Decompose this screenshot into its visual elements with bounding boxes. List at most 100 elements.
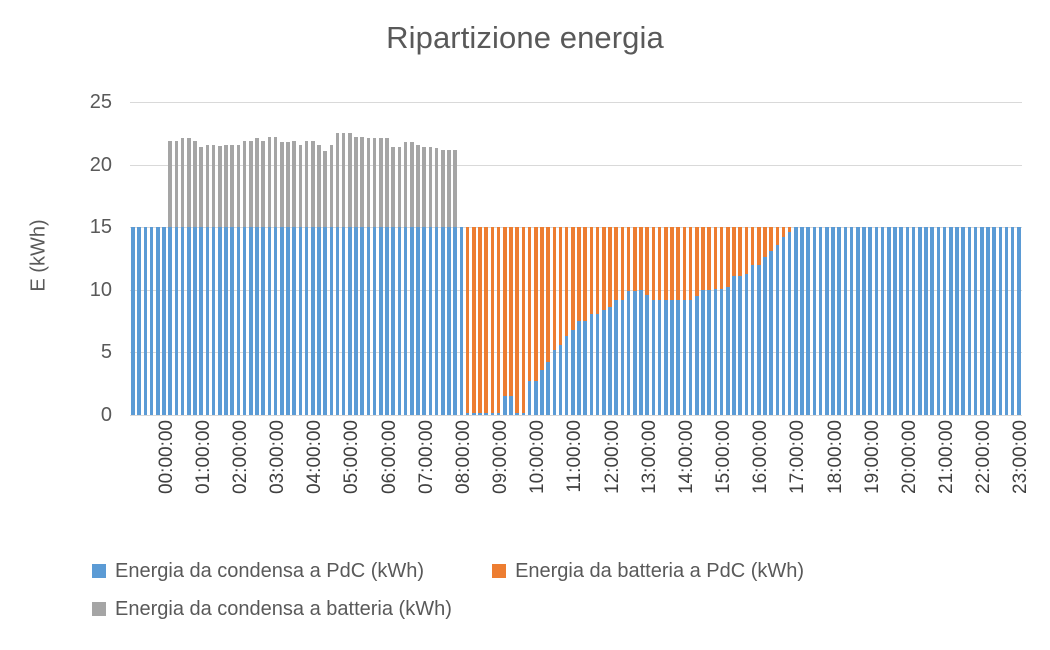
bar-segment (639, 289, 643, 415)
x-tick-label: 07:00:00 (415, 420, 437, 494)
bar-segment (905, 227, 910, 415)
x-tick-label: 19:00:00 (861, 420, 883, 494)
bar-column (626, 227, 631, 415)
bar-column (812, 227, 817, 415)
bar-column (756, 227, 761, 415)
bar-segment (645, 227, 650, 295)
bar-column (682, 227, 687, 415)
bar-column (893, 227, 897, 415)
bar-segment (428, 227, 433, 415)
bar-segment (255, 227, 259, 415)
bar-column (441, 149, 445, 415)
bar-column (645, 227, 650, 415)
bar-column (670, 227, 674, 415)
bar-segment (205, 227, 210, 415)
bar-column (366, 138, 371, 415)
bar-segment (465, 412, 470, 415)
bar-segment (199, 147, 204, 228)
bar-column (224, 144, 228, 415)
y-tick-label-25: 25 (89, 91, 112, 113)
bar-segment (769, 227, 773, 251)
bar-column (422, 147, 427, 415)
bar-segment (422, 147, 427, 228)
bar-segment (707, 289, 711, 415)
bar-column (205, 144, 210, 415)
bar-column (818, 227, 823, 415)
gridline-10 (130, 289, 1022, 291)
bar-column (168, 140, 173, 415)
bar-segment (924, 227, 928, 415)
bar-segment (298, 144, 303, 228)
bar-column (633, 227, 637, 415)
bar-column (453, 149, 457, 415)
bar-column (397, 147, 402, 415)
bar-segment (843, 227, 848, 415)
bar-segment (441, 227, 445, 415)
bar-column (484, 227, 488, 415)
bar-segment (292, 227, 296, 415)
bar-segment (657, 227, 662, 300)
bar-segment (868, 227, 873, 415)
bar-segment (360, 227, 365, 415)
bar-segment (174, 227, 179, 415)
bar-column (149, 227, 154, 415)
bar-segment (496, 227, 501, 413)
x-tick-label: 11:00:00 (564, 420, 586, 493)
x-tick-label: 14:00:00 (675, 420, 697, 494)
y-axis-title: E (kWh) (22, 170, 56, 340)
bar-column (515, 227, 519, 415)
bar-segment (447, 149, 451, 228)
bar-segment (521, 412, 526, 415)
bar-segment (899, 227, 903, 415)
bar-column (459, 227, 464, 415)
bar-segment (193, 140, 197, 228)
legend-swatch-icon (492, 564, 507, 578)
x-tick-label: 16:00:00 (750, 420, 772, 494)
x-tick-label: 09:00:00 (490, 420, 512, 494)
bar-segment (719, 227, 724, 289)
chart-title: Ripartizione energia (386, 20, 664, 55)
legend-row: Energia da condensa a batteria (kWh) (92, 590, 1002, 628)
legend-item[interactable]: Energia da condensa a batteria (kWh) (92, 599, 452, 619)
bar-segment (310, 140, 315, 228)
bar-column (620, 227, 625, 415)
bar-segment (453, 149, 457, 228)
bar-segment (317, 227, 321, 415)
bar-segment (484, 227, 488, 413)
bar-column (825, 227, 829, 415)
bar-column (583, 227, 588, 415)
x-tick-label: 23:00:00 (1010, 420, 1032, 494)
bar-column (298, 144, 303, 415)
bar-segment (149, 227, 154, 415)
bar-segment (837, 227, 842, 415)
bar-column (1004, 227, 1009, 415)
bar-segment (756, 264, 761, 415)
x-tick-label: 20:00:00 (898, 420, 920, 494)
legend-item[interactable]: Energia da condensa a PdC (kWh) (92, 561, 424, 581)
bar-column (1017, 227, 1021, 415)
bar-column (416, 144, 420, 415)
bar-column (527, 227, 532, 415)
x-tick-label: 08:00:00 (452, 420, 474, 494)
bar-segment (917, 227, 922, 415)
bar-column (924, 227, 928, 415)
bar-segment (880, 227, 885, 415)
bar-segment (602, 227, 606, 310)
bar-column (509, 227, 513, 415)
bar-segment (713, 227, 718, 289)
bar-segment (447, 227, 451, 415)
legend-item[interactable]: Energia da batteria a PdC (kWh) (492, 561, 804, 581)
bar-segment (403, 142, 408, 228)
bar-segment (416, 227, 420, 415)
bar-column (589, 227, 594, 415)
bar-segment (738, 276, 742, 415)
legend-swatch-icon (92, 602, 106, 616)
legend-row: Energia da condensa a PdC (kWh) Energia d… (92, 552, 1002, 590)
bar-segment (168, 140, 173, 228)
bar-segment (335, 227, 340, 415)
x-tick-label: 04:00:00 (304, 420, 326, 494)
bar-segment (471, 412, 476, 415)
bar-segment (391, 227, 396, 415)
bar-segment (707, 227, 711, 290)
bar-segment (849, 227, 854, 415)
